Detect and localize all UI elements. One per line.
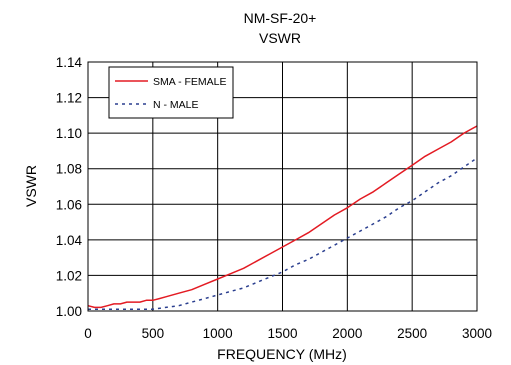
x-axis-label: FREQUENCY (MHz): [217, 346, 347, 362]
y-axis-label: VSWR: [23, 165, 39, 207]
x-tick-label: 1000: [203, 326, 233, 341]
chart-subtitle: VSWR: [259, 30, 301, 46]
y-tick-label: 1.12: [56, 91, 82, 106]
series-line-sma-female: [87, 125, 478, 309]
legend-box: [108, 66, 234, 119]
y-tick-label: 1.04: [56, 233, 83, 248]
series-line-n-male: [88, 157, 478, 310]
x-tick-label: 0: [84, 326, 92, 341]
y-tick-labels: 1.00 1.02 1.04 1.06 1.08 1.10 1.12 1.14: [56, 55, 83, 319]
x-tick-label: 3000: [462, 326, 492, 341]
x-tick-label: 1500: [267, 326, 297, 341]
y-tick-label: 1.00: [56, 304, 82, 319]
plot-frame: [87, 61, 478, 312]
y-tick-label: 1.14: [56, 55, 83, 70]
chart-title: NM-SF-20+: [244, 10, 317, 26]
x-tick-labels: 0 500 1000 1500 2000 2500 3000: [84, 326, 492, 341]
legend-label-sma-female: SMA - FEMALE: [153, 76, 227, 88]
y-tick-label: 1.08: [56, 162, 82, 177]
y-tick-label: 1.02: [56, 268, 82, 283]
y-tick-label: 1.10: [56, 126, 82, 141]
y-tick-label: 1.06: [56, 197, 82, 212]
x-tick-label: 2000: [332, 326, 362, 341]
legend-label-n-male: N - MALE: [153, 99, 199, 111]
data-series: [87, 125, 478, 310]
x-tick-label: 2500: [397, 326, 427, 341]
x-tick-label: 500: [142, 326, 165, 341]
legend: SMA - FEMALE N - MALE: [108, 66, 234, 119]
